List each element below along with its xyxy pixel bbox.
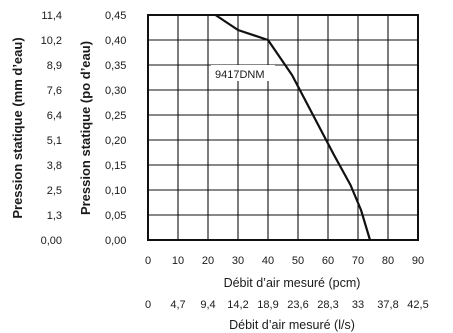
y-axis-po-ticks: 0,00 0,05 0,10 0,15 0,20 0,25 0,30 0,35 0,40 0,45 — [105, 10, 126, 247]
y-tick-label-mm: 10,2 — [41, 35, 62, 47]
plot-frame — [147, 14, 419, 241]
x-tick-label-ls: 9,4 — [200, 299, 215, 311]
x-tick-label-ls: 37,8 — [377, 299, 398, 311]
x-axis-ls-title: Débit d’air mesuré (l/s) — [229, 318, 355, 332]
series-label: 9417DNM — [211, 65, 275, 81]
grid — [148, 15, 418, 240]
x-axis-ls-ticks: 0 4,7 9,4 14,2 18,9 23,6 28,3 33 37,8 42,5 — [145, 299, 429, 311]
x-tick-label-pcm: 20 — [202, 255, 214, 267]
y-tick-label-mm: 1,3 — [47, 210, 62, 222]
x-tick-label-ls: 0 — [145, 299, 151, 311]
y-tick-label-po: 0,45 — [105, 10, 126, 22]
y-tick-label-po: 0,35 — [105, 60, 126, 72]
x-tick-label-ls: 14,2 — [227, 299, 248, 311]
x-tick-label-pcm: 10 — [172, 255, 184, 267]
x-axis-pcm-ticks: 0 10 20 30 40 50 60 70 80 90 — [145, 255, 424, 267]
y-tick-label-po: 0,25 — [105, 110, 126, 122]
series-label-box — [211, 65, 275, 81]
y-axis-mm-ticks: 0,00 1,3 2,5 3,8 5,1 6,4 7,6 8,9 10,2 11,4 — [41, 10, 62, 247]
y-tick-label-po: 0,40 — [105, 35, 126, 47]
y-tick-label-mm: 7,6 — [47, 85, 62, 97]
y-tick-label-po: 0,10 — [105, 185, 126, 197]
y-tick-label-mm: 3,8 — [47, 160, 62, 172]
series-9417dnm-line — [214, 14, 372, 241]
x-tick-label-pcm: 60 — [322, 255, 334, 267]
y-tick-label-mm: 2,5 — [47, 185, 62, 197]
y-tick-label-mm: 6,4 — [47, 110, 62, 122]
y-axis-mm-title: Pression statique (mm d’eau) — [10, 37, 25, 218]
y-tick-label-po: 0,20 — [105, 135, 126, 147]
x-tick-label-ls: 42,5 — [407, 299, 428, 311]
y-tick-label-mm: 11,4 — [41, 10, 62, 22]
y-tick-label-mm: 8,9 — [47, 60, 62, 72]
x-tick-label-pcm: 30 — [232, 255, 244, 267]
y-tick-label-po: 0,30 — [105, 85, 126, 97]
y-tick-label-mm: 5,1 — [47, 135, 62, 147]
y-tick-label-po: 0,15 — [105, 160, 126, 172]
x-tick-label-pcm: 70 — [352, 255, 364, 267]
y-tick-label-po: 0,05 — [105, 210, 126, 222]
x-tick-label-ls: 4,7 — [170, 299, 185, 311]
x-tick-label-ls: 18,9 — [257, 299, 278, 311]
x-tick-label-ls: 33 — [352, 299, 364, 311]
y-tick-label-mm: 0,00 — [41, 235, 62, 247]
x-tick-label-pcm: 90 — [412, 255, 424, 267]
x-tick-label-pcm: 0 — [145, 255, 151, 267]
y-tick-label-po: 0,00 — [105, 235, 126, 247]
x-tick-label-ls: 23,6 — [287, 299, 308, 311]
x-tick-label-pcm: 80 — [382, 255, 394, 267]
x-tick-label-pcm: 40 — [262, 255, 274, 267]
y-axis-po-title: Pression statique (po d’eau) — [78, 41, 93, 215]
x-tick-label-ls: 28,3 — [317, 299, 338, 311]
x-axis-pcm-title: Débit d’air mesuré (pcm) — [224, 276, 361, 290]
x-tick-label-pcm: 50 — [292, 255, 304, 267]
series-label-text: 9417DNM — [215, 69, 265, 81]
